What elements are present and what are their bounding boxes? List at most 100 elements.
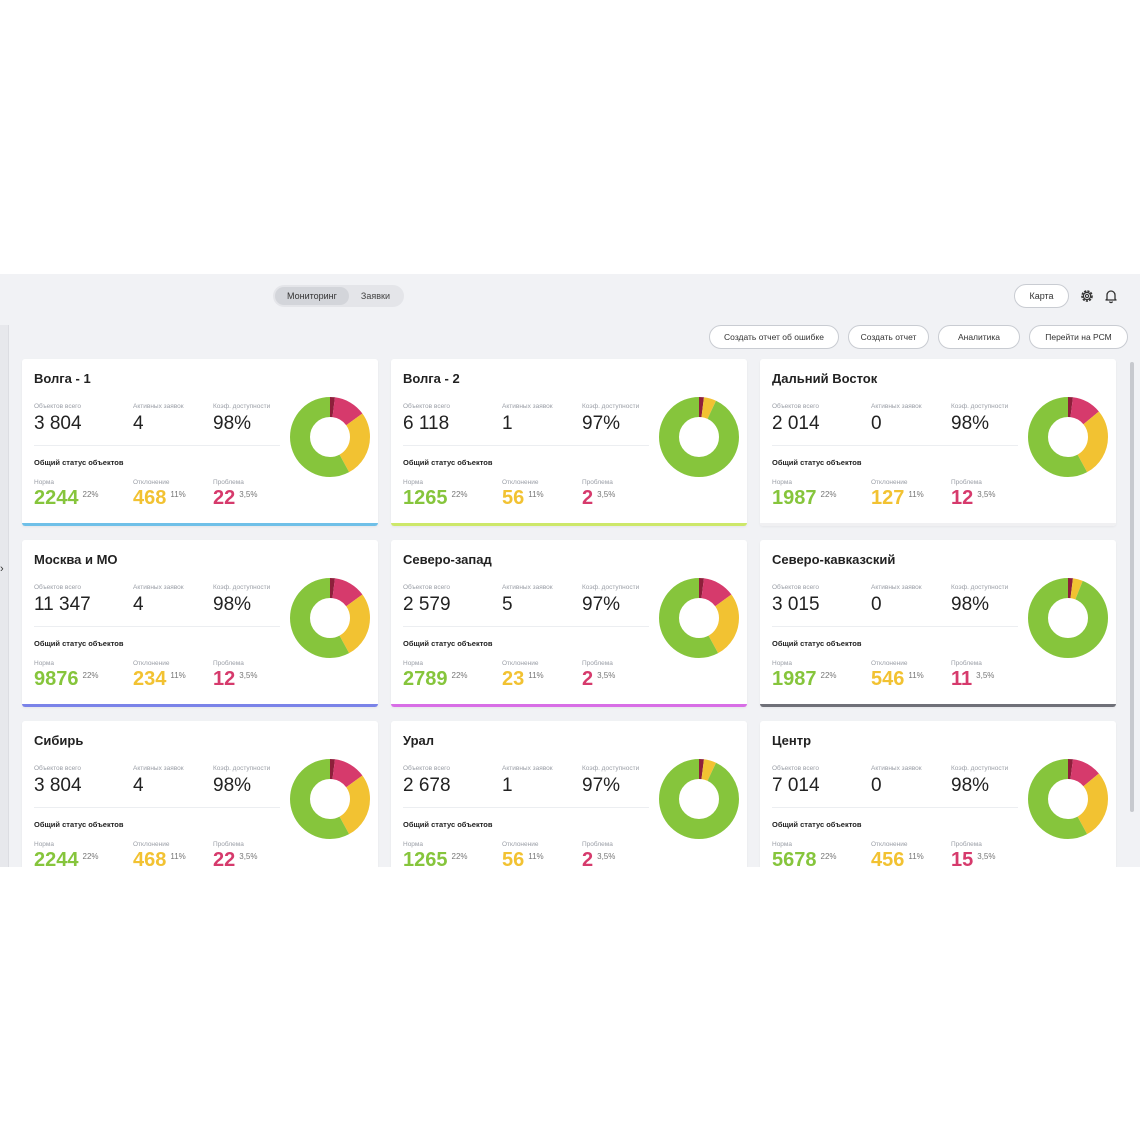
objects-total-value: 2 678 [403,775,451,796]
stat-availability: Коэф. доступности 98% [951,765,1008,797]
problem-percent: 3,5% [597,671,616,680]
view-tabs: Мониторинг Заявки [273,285,404,307]
card-accent-bar [760,704,1116,707]
problem-block: Проблема 12 3,5% [213,660,257,691]
active-requests-value: 5 [502,594,513,615]
deviation-percent: 11% [528,671,544,680]
donut-segment-norm [290,397,370,477]
donut-segment-norm [1028,397,1108,477]
deviation-value: 546 [871,668,905,690]
deviation-block: Отклонение 468 11% [133,479,186,510]
norm-label: Норма [403,660,424,667]
stat-availability: Коэф. доступности 98% [951,403,1008,435]
norm-label: Норма [772,841,793,848]
norm-block: Норма 2244 22% [34,841,99,867]
donut-segment-deviation [290,759,370,839]
bell-icon[interactable] [1103,288,1119,304]
tab-monitoring[interactable]: Мониторинг [275,287,349,305]
stat-active-requests: Активных заявок 4 [133,584,184,616]
status-donut-chart [1028,397,1108,477]
region-title: Волга - 2 [403,371,460,386]
scrollbar[interactable] [1130,362,1134,812]
norm-block: Норма 1265 22% [403,841,468,867]
report-error-button[interactable]: Создать отчет об ошибке [709,325,839,349]
create-report-button[interactable]: Создать отчет [848,325,929,349]
region-card[interactable]: Сибирь Объектов всего 3 804 Активных зая… [22,721,378,867]
stat-availability: Коэф. доступности 97% [582,584,639,616]
goto-rsm-button[interactable]: Перейти на РСМ [1029,325,1128,349]
deviation-label: Отклонение [133,841,170,848]
stat-label: Объектов всего [772,584,820,591]
norm-label: Норма [34,660,55,667]
map-button[interactable]: Карта [1014,284,1069,308]
stat-label: Коэф. доступности [951,765,1009,772]
problem-value: 22 [213,487,236,509]
sidebar-expand-chevron-icon[interactable]: › [0,563,4,575]
problem-percent: 3,5% [976,671,995,680]
norm-label: Норма [34,479,55,486]
region-title: Сибирь [34,733,84,748]
divider [772,626,1018,627]
stat-label: Активных заявок [871,765,922,772]
deviation-percent: 11% [170,671,186,680]
deviation-value: 234 [133,668,167,690]
stat-objects-total: Объектов всего 2 579 [403,584,451,616]
deviation-block: Отклонение 56 11% [502,479,544,510]
divider [34,626,280,627]
availability-value: 98% [213,775,252,796]
deviation-label: Отклонение [133,479,170,486]
card-accent-bar [22,523,378,526]
stat-active-requests: Активных заявок 0 [871,765,922,797]
stat-label: Активных заявок [871,403,922,410]
status-donut-chart [1028,578,1108,658]
norm-value: 5678 [772,849,817,867]
deviation-label: Отклонение [502,660,539,667]
active-requests-value: 0 [871,594,882,615]
objects-total-value: 6 118 [403,413,450,434]
objects-total-value: 3 804 [34,413,82,434]
problem-label: Проблема [213,841,244,848]
region-card[interactable]: Волга - 1 Объектов всего 3 804 Активных … [22,359,378,526]
region-card[interactable]: Дальний Восток Объектов всего 2 014 Акти… [760,359,1116,526]
problem-value: 2 [582,668,594,690]
divider [772,445,1018,446]
region-card[interactable]: Северо-запад Объектов всего 2 579 Активн… [391,540,747,707]
status-donut-chart [290,578,370,658]
gear-icon[interactable] [1079,288,1095,304]
problem-percent: 3,5% [597,490,616,499]
norm-block: Норма 5678 22% [772,841,837,867]
problem-block: Проблема 22 3,5% [213,479,257,510]
analytics-button[interactable]: Аналитика [938,325,1020,349]
deviation-label: Отклонение [871,660,908,667]
card-accent-bar [22,704,378,707]
stat-label: Активных заявок [871,584,922,591]
norm-value: 1987 [772,487,817,509]
deviation-block: Отклонение 468 11% [133,841,186,867]
stat-availability: Коэф. доступности 97% [582,765,639,797]
problem-block: Проблема 22 3,5% [213,841,257,867]
problem-label: Проблема [213,660,244,667]
deviation-label: Отклонение [871,479,908,486]
region-card[interactable]: Волга - 2 Объектов всего 6 118 Активных … [391,359,747,526]
active-requests-value: 0 [871,413,882,434]
overall-status-title: Общий статус объектов [34,639,124,648]
deviation-block: Отклонение 546 11% [871,660,924,691]
norm-label: Норма [34,841,55,848]
tab-requests[interactable]: Заявки [360,291,390,301]
problem-label: Проблема [582,841,613,848]
norm-block: Норма 9876 22% [34,660,99,691]
stat-label: Объектов всего [772,765,820,772]
stat-active-requests: Активных заявок 4 [133,403,184,435]
norm-block: Норма 2244 22% [34,479,99,510]
region-title: Центр [772,733,812,748]
region-card[interactable]: Урал Объектов всего 2 678 Активных заяво… [391,721,747,867]
objects-total-value: 3 015 [772,594,820,615]
stat-label: Коэф. доступности [582,584,640,591]
region-card[interactable]: Москва и МО Объектов всего 11 347 Активн… [22,540,378,707]
norm-percent: 22% [820,671,837,680]
problem-value: 12 [951,487,974,509]
region-card[interactable]: Центр Объектов всего 7 014 Активных заяв… [760,721,1116,867]
objects-total-value: 3 804 [34,775,82,796]
region-card[interactable]: Северо-кавказский Объектов всего 3 015 А… [760,540,1116,707]
availability-value: 97% [582,775,621,796]
